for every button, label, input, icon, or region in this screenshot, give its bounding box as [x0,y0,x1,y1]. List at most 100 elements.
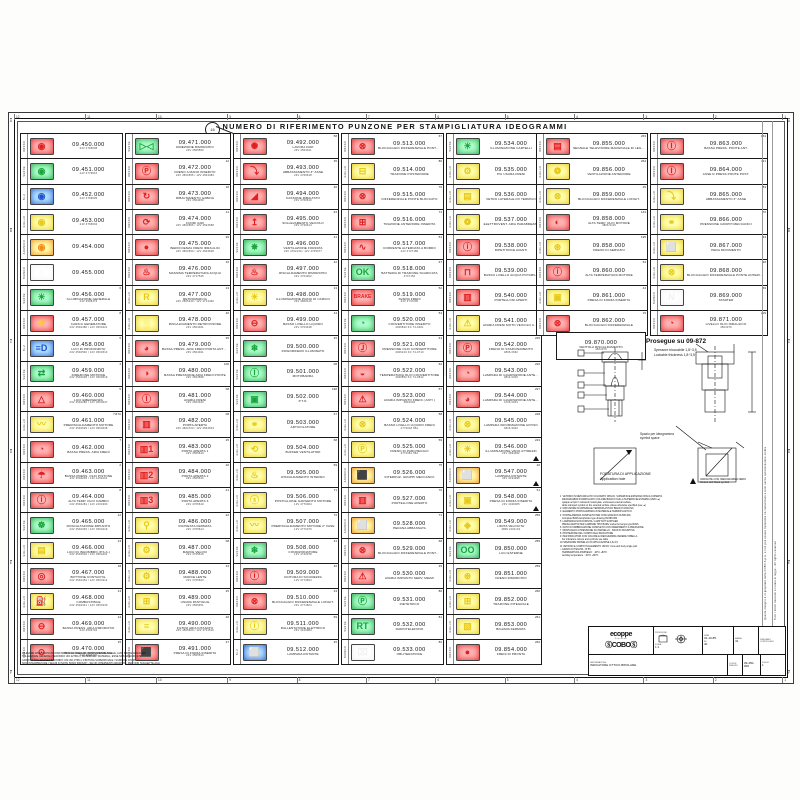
table-row[interactable]: ROSSO ⚠ 09.530.000 AVARIA IMPIANTO SERV. ME… [341,563,444,589]
symbol-cell[interactable]: ✵ [241,235,268,259]
symbol-cell[interactable]: ◢ [241,185,268,209]
symbol-cell[interactable]: ≡ [133,615,160,639]
table-row[interactable]: ROSSO △ 09.460.000 LUCI EMERGENZA 24V 450428… [20,385,123,412]
symbol-cell[interactable]: ◈ [454,513,481,537]
symbol-cell[interactable]: ⊞ [454,589,481,613]
table-row[interactable]: ROSSO ∿ 09.517.000 CORRENTE ALTERNATA A BOR… [341,234,444,260]
table-row[interactable]: ROSSO ⊗ 09.515.000 DIFFERENZIALE PONTE BLOC… [341,183,444,209]
table-row[interactable]: GIALLO ♨ 09.505.000 RISCALDAMENTO INTERNO 69 [233,461,339,488]
symbol-cell[interactable]: ⓢ [241,488,268,512]
symbol-cell[interactable]: ⊗ [544,311,571,335]
table-row[interactable]: VERDE ◔ 09.520.000 CONVERTITORE INSERITO 402… [341,310,444,336]
symbol-cell[interactable]: Ⓘ [241,362,268,386]
symbol-cell[interactable]: Ⓙ [349,336,376,360]
table-row[interactable]: ROSSO ● 09.854.000 FRENI DI PRONTA 262 [446,638,542,666]
table-row[interactable]: ROSSO ⊙ 09.470.000 BLOCCAGGIO DIFFERENZIALE… [20,638,123,666]
table-row[interactable]: ROSSO Ⓘ 09.864.000 ASSE R PRESS PONTE POST.… [650,158,768,184]
symbol-cell[interactable]: ◒ [349,362,376,386]
symbol-cell[interactable]: ⚭ [241,412,268,436]
table-row[interactable]: ROSSO ◑ 09.480.000 BASSA PRESSIONE ARIA FRE… [125,360,231,386]
symbol-cell[interactable]: ▣ [241,387,268,411]
table-row[interactable]: ROSSO ⬛ 09.491.000 PRESA DI FORZA INSERITA 2… [125,638,231,666]
table-row[interactable]: ROSSO Ⓘ 09.481.000 AVARIA FRENI 24V 4504010 0… [125,385,231,412]
symbol-cell[interactable]: Ⓟ [133,159,160,183]
symbol-cell[interactable]: ⓘ [241,615,268,639]
symbol-cell[interactable]: Ⓟ [349,589,376,613]
symbol-cell[interactable]: ◉ [28,235,55,259]
symbol-cell[interactable]: ⚲ [133,513,160,537]
symbol-cell[interactable]: ⬜ [241,640,268,664]
table-row[interactable]: ROSSO Ⓟ 09.542.000 FRENO DI STAZIONAMENTO 48… [446,335,542,361]
table-row[interactable]: ROSSO ⊓ 09.539.000 BASSO LIVELLO ACQUA POTA… [446,259,542,285]
symbol-cell[interactable]: ⊛ [454,564,481,588]
symbol-cell[interactable]: ⊗ [454,412,481,436]
symbol-cell[interactable]: Ⓟ [349,438,376,462]
table-row[interactable]: VERDE ✵ 09.496.000 VENTILAZIONE FORZATA 24V … [233,234,339,260]
table-row[interactable]: BIANCO N 09.869.000 STARTER 69 [650,284,768,311]
symbol-cell[interactable]: ⓘ [28,488,55,512]
table-row[interactable]: GIALLO ⬜ 09.867.000 PEDA MOVIMENTO 44 [650,234,768,260]
table-row[interactable]: ROSSO ▤ 09.855.000 SEGNALE TELEVISORE MARGI… [536,133,648,159]
table-row[interactable]: GIALLO ⊗ 09.868.000 BLOCCAGGIO DIFFERENZIAL… [650,259,768,285]
table-row[interactable]: ROSSO ⊖ 09.469.000 BASSA PRESS. ARIA RIMORC… [20,613,123,639]
table-row[interactable]: VERDE ▣ 09.502.000 P.T.O. 198 [233,385,339,412]
table-row[interactable]: GIALLO ⊗ 09.859.000 BLOCCAGGIO DIFFERENZIAL… [536,183,648,209]
table-row[interactable]: VERDE ▷◁ 09.471.000 DIREZIONE RIMORCHIO 24V … [125,133,231,159]
symbol-cell[interactable]: ≡D [28,336,55,360]
table-row[interactable]: ROSSO ⊖ 09.499.000 BASSO LIVELLO LIQUIDO 24V… [233,310,339,336]
table-row[interactable]: ROSSO ◕ 09.479.000 BASSA PRESS. ARIA FRENI … [125,335,231,361]
table-row[interactable]: GIALLO ⚭ 09.503.000 ARTICOLATORE 67 [233,411,339,437]
symbol-cell[interactable]: BRAKE [349,286,376,310]
table-row[interactable]: GIALLO ⓢ 09.506.000 POSTIGLIONE GARGENTO MO… [233,487,339,513]
symbol-cell[interactable]: ☂ [28,463,55,487]
table-row[interactable]: GIALLO ⛽ 09.468.000 COMBUSTIBILE 24V 4504341… [20,588,123,614]
symbol-cell[interactable]: ⊞ [133,589,160,613]
symbol-cell[interactable]: ░ [133,311,160,335]
table-row[interactable]: VERDE ❄ 09.508.000 CONDIZIONATORE 12V 474607… [233,537,339,564]
symbol-cell[interactable]: ▧ [454,615,481,639]
table-row[interactable]: ARANCIO ⬜ 09.547.000 LAMPADA ROTANTE 44V 419… [446,461,542,488]
symbol-cell[interactable]: ▥3 [133,488,160,512]
symbol-cell[interactable]: ◉ [28,159,55,183]
symbol-cell[interactable]: ◔ [349,311,376,335]
symbol-cell[interactable]: ⓘ [454,235,481,259]
table-row[interactable]: GIALLO 〰 09.461.000 PRERISCALDAMENTO MOTORE… [20,411,123,437]
table-row[interactable]: GIALLO ▧ 09.853.000 BIGAMIA FERMATA 261 [446,613,542,639]
table-row[interactable]: GIALLO R 09.477.000 RETROMARCIA 24V 2505440 … [125,284,231,311]
symbol-cell[interactable]: ⇄ [28,362,55,386]
table-row[interactable]: ROSSO ⤵ 09.493.000 ABBASSAMENTO 3° ASSE 24V … [233,158,339,184]
symbol-cell[interactable]: ▥1 [133,438,160,462]
symbol-cell[interactable]: ⊗ [349,134,376,158]
table-row[interactable]: GIALLO ⊗ 09.545.000 LAMPADA INFORMAZIONE AV… [446,411,542,437]
symbol-cell[interactable]: ▤ [454,185,481,209]
symbol-cell[interactable]: OO [454,539,481,563]
table-row[interactable]: ROSSO ◒ 09.522.000 TEMPERATURA OLIO CONVERT… [341,360,444,386]
table-row[interactable]: ROSSO ⓘ 09.860.000 ALTA TEMPERATURA MOTORE 5… [536,259,648,285]
table-row[interactable]: GIALLO 〰 09.507.000 PRERISCALDAMENTO MOTORE… [233,512,339,538]
symbol-cell[interactable]: ▥2 [133,463,160,487]
symbol-cell[interactable]: ● [454,640,481,664]
symbol-cell[interactable]: ⌧ [349,640,376,664]
symbol-cell[interactable]: ◉ [28,185,55,209]
symbol-cell[interactable]: ○ [28,260,55,284]
symbol-cell[interactable]: ⊗ [349,185,376,209]
table-row[interactable]: VERDE ☸ 09.465.000 ROSCALTAZIONE IMPIANTO 24… [20,512,123,538]
table-row[interactable]: BIANCO ○ 09.455.000 [20,259,123,285]
symbol-cell[interactable]: ◕ [454,387,481,411]
symbol-cell[interactable]: ⊞ [349,210,376,234]
symbol-cell[interactable]: ◉ [28,210,55,234]
symbol-cell[interactable]: ♨ [241,463,268,487]
symbol-cell[interactable]: ⊗ [241,589,268,613]
table-row[interactable]: GIALLO ⚭ 09.866.000 PRESSIONE GRUPPI MECCAN… [650,208,768,235]
table-row[interactable]: GIALLO ⊞ 09.852.000 TRAZIONE INTEGRALE 260 [446,588,542,614]
symbol-cell[interactable]: Ⓘ [658,159,685,183]
symbol-cell[interactable]: ❁ [544,159,571,183]
table-row[interactable]: VERDE OO 09.850.000 LUCI ESTERNE 255 [446,537,542,564]
table-row[interactable]: GIALLO ░ 09.478.000 RISCALDAMENTO RETROVISO… [125,310,231,336]
table-row[interactable]: ROSSO Ⓟ 09.472.000 FRENO A MANO INSERITO 24V… [125,158,231,184]
table-row[interactable]: ROSSO ⚠ 09.523.000 AVARIA IMPIANTO FRENI ( … [341,385,444,412]
table-row[interactable]: ARANCIO ⬛ 09.526.000 INTERRUZ. GRUPPI MECCA… [341,461,444,488]
symbol-cell[interactable]: Ⓘ [133,387,160,411]
